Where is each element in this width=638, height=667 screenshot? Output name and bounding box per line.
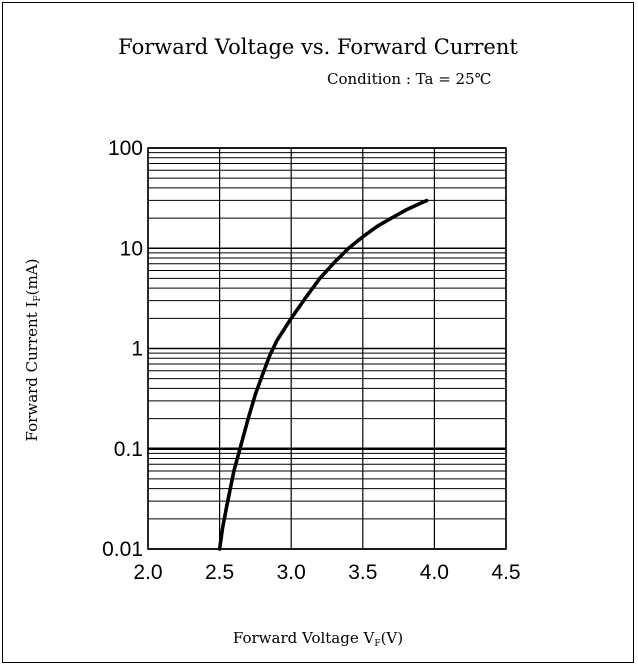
grid [147,147,507,550]
x-tick-label: 2.0 [133,561,162,584]
curve [217,198,430,551]
x-tick-label: 3.0 [277,561,306,584]
x-axis-title: Forward Voltage VF(V) [233,629,403,649]
axis-labels: Forward Voltage VF(V) Forward Current IF(… [23,259,403,649]
plot-border [147,147,507,550]
chart-subtitle: Condition : Ta = 25℃ [327,70,492,88]
y-tick-label: 1 [131,338,143,361]
x-tick-label: 4.0 [420,561,449,584]
tick-labels: 2.0 2.5 3.0 3.5 4.0 4.5 0.01 0.1 1 10 100 [102,137,520,584]
x-tick-label: 2.5 [205,561,234,584]
x-tick-label: 4.5 [491,561,520,584]
y-tick-label: 0.01 [102,538,143,561]
series-line [217,198,430,551]
chart-title: Forward Voltage vs. Forward Current [118,35,518,59]
y-tick-label: 0.1 [114,438,143,461]
y-tick-label: 10 [120,237,143,260]
y-tick-label: 100 [108,137,143,160]
y-axis-title: Forward Current IF(mA) [23,259,43,442]
x-tick-label: 3.5 [348,561,377,584]
